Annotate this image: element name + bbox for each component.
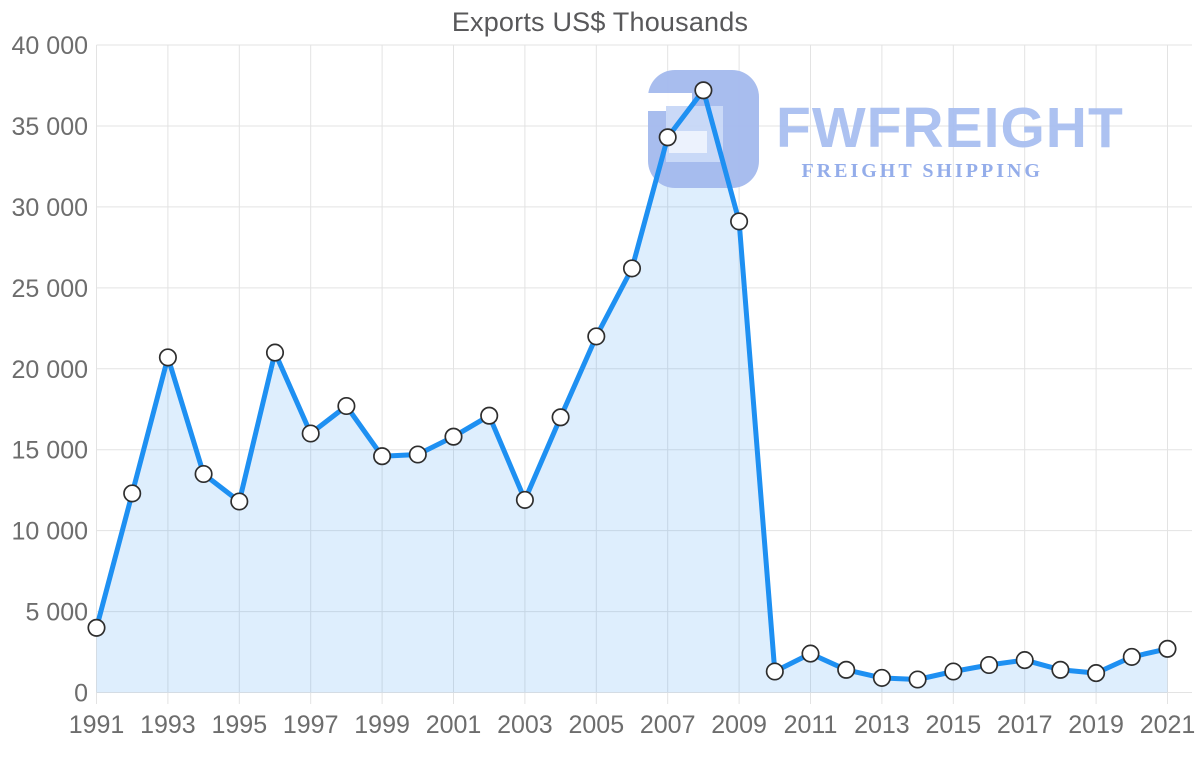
data-point-1991[interactable] (87, 618, 106, 637)
data-point-2011[interactable] (801, 644, 820, 663)
y-tick-label-0: 0 (74, 680, 88, 708)
x-tick-label-1995: 1995 (211, 711, 267, 739)
x-axis-tick-labels: 1991 1993 1995 1997 1999 2001 2003 2005 2007 2009… (69, 711, 1196, 739)
data-point-2018[interactable] (1051, 660, 1070, 679)
horizontal-gridlines (96, 44, 1192, 693)
y-tick-label-15000: 15 000 (12, 437, 88, 465)
data-point-2010[interactable] (765, 662, 784, 681)
x-tick-label-1997: 1997 (283, 711, 339, 739)
x-tick-label-2017: 2017 (997, 711, 1053, 739)
data-point-2006[interactable] (622, 259, 642, 278)
y-axis-tick-labels: 0 5 000 10 000 15 000 20 000 25 000 30 000 35 0… (12, 32, 88, 708)
x-tick-label-2005: 2005 (568, 711, 624, 739)
data-point-2014[interactable] (908, 670, 927, 689)
brand-watermark: FWFREIGHT FREIGHT SHIPPING (648, 70, 1124, 188)
data-point-2016[interactable] (979, 655, 999, 675)
data-point-2015[interactable] (944, 662, 963, 681)
data-point-2019[interactable] (1087, 664, 1106, 683)
x-tick-label-2007: 2007 (640, 711, 696, 739)
x-tick-label-2011: 2011 (784, 711, 838, 739)
x-tick-label-2015: 2015 (925, 711, 981, 739)
y-tick-label-40000: 40 000 (12, 32, 88, 60)
data-point-markers (87, 81, 1177, 689)
x-tick-label-2021: 2021 (1140, 711, 1196, 739)
y-tick-label-10000: 10 000 (12, 518, 88, 546)
data-point-2005[interactable] (587, 327, 606, 346)
data-point-1999[interactable] (373, 447, 392, 466)
y-tick-label-25000: 25 000 (12, 275, 88, 303)
data-point-2002[interactable] (480, 406, 499, 425)
data-point-2000[interactable] (408, 445, 427, 464)
data-point-1992[interactable] (123, 484, 142, 503)
data-point-2012[interactable] (837, 660, 856, 679)
x-tick-label-1999: 1999 (354, 711, 410, 739)
data-point-2003[interactable] (515, 490, 534, 509)
y-tick-label-35000: 35 000 (12, 113, 88, 141)
data-point-2013[interactable] (872, 668, 891, 687)
series-area-fill (96, 90, 1168, 693)
data-point-1993[interactable] (158, 348, 177, 367)
data-point-1995[interactable] (230, 492, 249, 511)
x-tick-label-2009: 2009 (711, 711, 767, 739)
x-tick-label-1993: 1993 (140, 711, 196, 739)
vertical-gridlines (96, 45, 1168, 704)
y-tick-label-30000: 30 000 (12, 194, 88, 222)
data-point-2004[interactable] (551, 408, 570, 427)
brand-name-text: FWFREIGHT (776, 96, 1124, 160)
y-tick-label-20000: 20 000 (12, 356, 88, 384)
x-tick-label-2013: 2013 (854, 711, 910, 739)
data-point-1994[interactable] (194, 464, 213, 484)
data-point-1996[interactable] (265, 343, 285, 362)
y-tick-label-5000: 5 000 (25, 599, 88, 627)
brand-tagline-text: FREIGHT SHIPPING (801, 160, 1043, 182)
data-point-2021[interactable] (1158, 639, 1177, 658)
x-tick-label-2003: 2003 (497, 711, 553, 739)
data-point-2020[interactable] (1122, 647, 1141, 666)
data-point-2017[interactable] (1015, 651, 1034, 670)
data-point-2009[interactable] (730, 212, 749, 231)
x-tick-label-2001: 2001 (426, 711, 482, 739)
data-point-2001[interactable] (444, 427, 463, 446)
data-point-2007[interactable] (658, 128, 677, 147)
chart-title: Exports US$ Thousands (451, 7, 749, 37)
x-tick-label-2019: 2019 (1068, 711, 1124, 739)
data-point-1998[interactable] (337, 396, 356, 416)
data-point-2008[interactable] (694, 81, 713, 100)
x-tick-label-1991: 1991 (69, 711, 125, 739)
data-point-1997[interactable] (301, 424, 320, 443)
